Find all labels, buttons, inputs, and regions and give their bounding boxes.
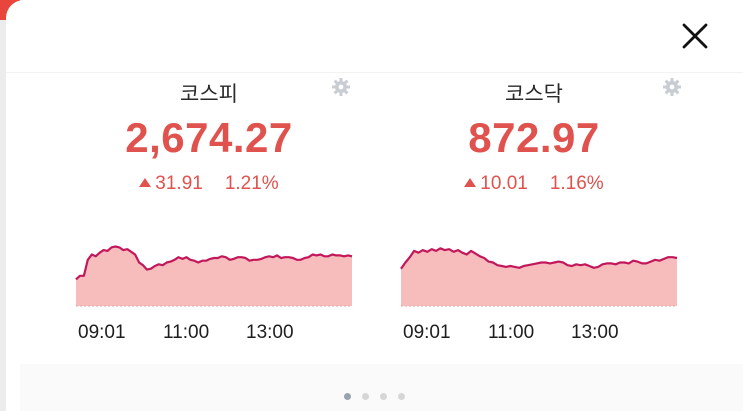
intraday-chart [400, 247, 678, 307]
up-arrow-icon [139, 178, 152, 187]
gear-icon[interactable] [331, 77, 351, 97]
close-icon [682, 23, 708, 49]
chart-area [76, 246, 352, 306]
market-panel-kosdaq[interactable]: 코스닥 872.97 10.01 1.16% 09:01 11:00 13:00 [394, 72, 694, 352]
x-tick: 09:01 [78, 322, 126, 343]
market-panel-kospi[interactable]: 코스피 2,674.27 31.91 1.21% 09:01 11:00 13:0… [69, 72, 369, 352]
bottom-area [20, 364, 743, 411]
x-tick: 09:01 [403, 322, 451, 343]
page-dot[interactable] [398, 393, 405, 400]
change-percent: 1.21% [224, 173, 279, 194]
market-index-sheet: 코스피 2,674.27 31.91 1.21% 09:01 11:00 13:0… [6, 0, 743, 411]
change-points: 10.01 [480, 173, 528, 194]
x-tick: 13:00 [571, 322, 619, 343]
divider [6, 72, 743, 73]
page-indicator[interactable] [344, 393, 414, 403]
page-dot[interactable] [362, 393, 369, 400]
x-tick: 11:00 [488, 322, 535, 343]
x-axis: 09:01 11:00 13:00 [394, 322, 694, 346]
close-button[interactable] [677, 18, 713, 54]
index-value: 2,674.27 [125, 114, 293, 161]
price-line [400, 247, 678, 270]
page-dot[interactable] [344, 393, 351, 400]
page-dot[interactable] [380, 393, 387, 400]
chart-area [401, 248, 677, 306]
up-arrow-icon [464, 178, 477, 187]
gear-icon[interactable] [662, 77, 682, 97]
market-name: 코스피 [180, 82, 238, 106]
change-points: 31.91 [155, 173, 203, 194]
x-axis: 09:01 11:00 13:00 [69, 322, 369, 346]
index-value: 872.97 [468, 114, 600, 161]
x-tick: 13:00 [246, 322, 294, 343]
intraday-chart [75, 245, 353, 307]
change-row: 10.01 1.16% [394, 173, 674, 195]
price-line [75, 245, 353, 281]
x-tick: 11:00 [163, 322, 210, 343]
market-name: 코스닥 [505, 82, 563, 106]
change-percent: 1.16% [549, 173, 604, 194]
change-row: 31.91 1.21% [69, 173, 349, 195]
